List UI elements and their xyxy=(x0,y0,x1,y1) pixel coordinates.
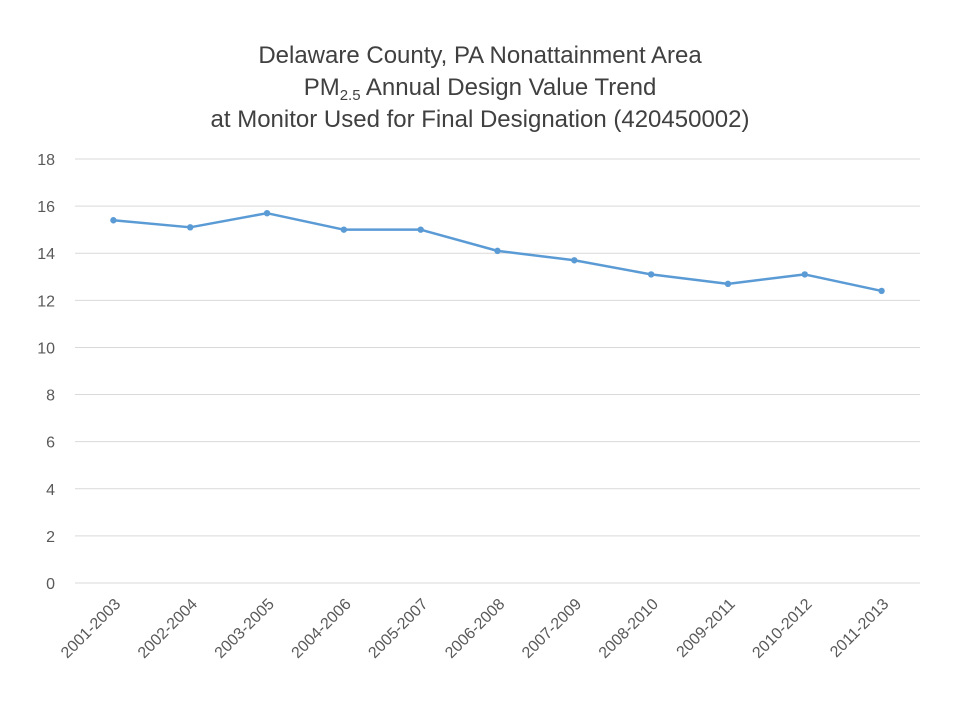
data-point xyxy=(417,226,424,233)
data-point xyxy=(187,224,194,231)
data-point xyxy=(110,217,117,224)
data-point xyxy=(647,271,655,278)
x-tick-label: 2002-2004 xyxy=(135,596,201,662)
x-tick-label: 2005-2007 xyxy=(365,596,431,662)
y-tick-label: 8 xyxy=(46,388,55,405)
data-point xyxy=(340,226,348,233)
data-point xyxy=(878,287,885,295)
y-tick-label: 16 xyxy=(37,199,55,216)
x-tick-label: 2001-2003 xyxy=(58,596,124,662)
x-tick-label: 2003-2005 xyxy=(212,596,278,662)
x-tick-label: 2010-2012 xyxy=(749,596,815,662)
y-tick-label: 10 xyxy=(37,340,55,357)
chart-title: Delaware County, PA Nonattainment Area P… xyxy=(0,40,960,136)
title-pm-subscript: 2.5 xyxy=(339,87,361,104)
title-line-3: at Monitor Used for Final Designation (4… xyxy=(210,106,750,133)
x-tick-label: 2007-2009 xyxy=(519,596,585,662)
data-point xyxy=(571,257,578,264)
data-point xyxy=(494,247,501,255)
y-tick-label: 0 xyxy=(46,576,55,593)
y-tick-label: 6 xyxy=(46,435,55,452)
y-tick-label: 14 xyxy=(37,246,55,263)
title-pm: PM xyxy=(303,74,340,101)
x-tick-label: 2006-2008 xyxy=(442,596,508,662)
x-tick-label: 2011-2013 xyxy=(827,596,892,661)
x-tick-label: 2009-2011 xyxy=(673,596,738,661)
title-line-1: Delaware County, PA Nonattainment Area xyxy=(258,42,702,69)
data-point xyxy=(801,271,808,278)
title-line-2: PM2.5 Annual Design Value Trend xyxy=(0,72,960,104)
data-point xyxy=(263,209,271,217)
data-point xyxy=(724,280,732,288)
y-tick-label: 4 xyxy=(46,482,55,499)
y-tick-label: 12 xyxy=(37,293,55,310)
x-tick-label: 2004-2006 xyxy=(289,596,355,662)
y-tick-label: 2 xyxy=(46,529,55,546)
x-tick-label: 2008-2010 xyxy=(596,596,662,662)
title-line-2-text: Annual Design Value Trend xyxy=(360,74,657,101)
y-tick-label: 18 xyxy=(37,152,55,169)
